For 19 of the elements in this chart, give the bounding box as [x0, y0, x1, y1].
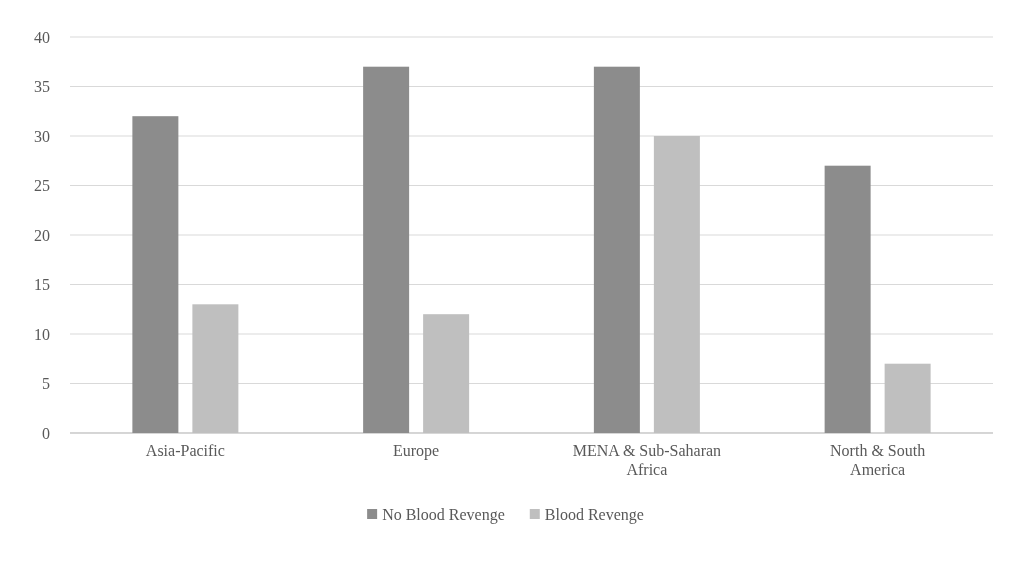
bar: [132, 116, 179, 433]
legend-label: No Blood Revenge: [382, 505, 505, 524]
x-tick-label: Europe: [393, 442, 440, 460]
x-tick-label: North & South America: [830, 442, 926, 478]
bar: [593, 66, 640, 433]
y-tick-label: 5: [42, 375, 50, 393]
y-tick-label: 15: [34, 276, 50, 294]
bar: [824, 165, 871, 433]
y-tick-label: 0: [42, 424, 50, 442]
x-tick-label: Asia-Pacific: [145, 442, 225, 459]
y-tick-label: 20: [34, 226, 50, 244]
x-tick-label: MENA & Sub-Saharan Africa: [572, 442, 722, 478]
y-tick-label: 25: [34, 177, 50, 195]
legend-label: Blood Revenge: [544, 505, 644, 524]
y-tick-label: 10: [34, 325, 50, 343]
y-tick-label: 35: [34, 78, 50, 96]
bar: [363, 66, 410, 433]
y-tick-label: 40: [34, 28, 50, 46]
y-tick-label: 30: [34, 127, 50, 145]
